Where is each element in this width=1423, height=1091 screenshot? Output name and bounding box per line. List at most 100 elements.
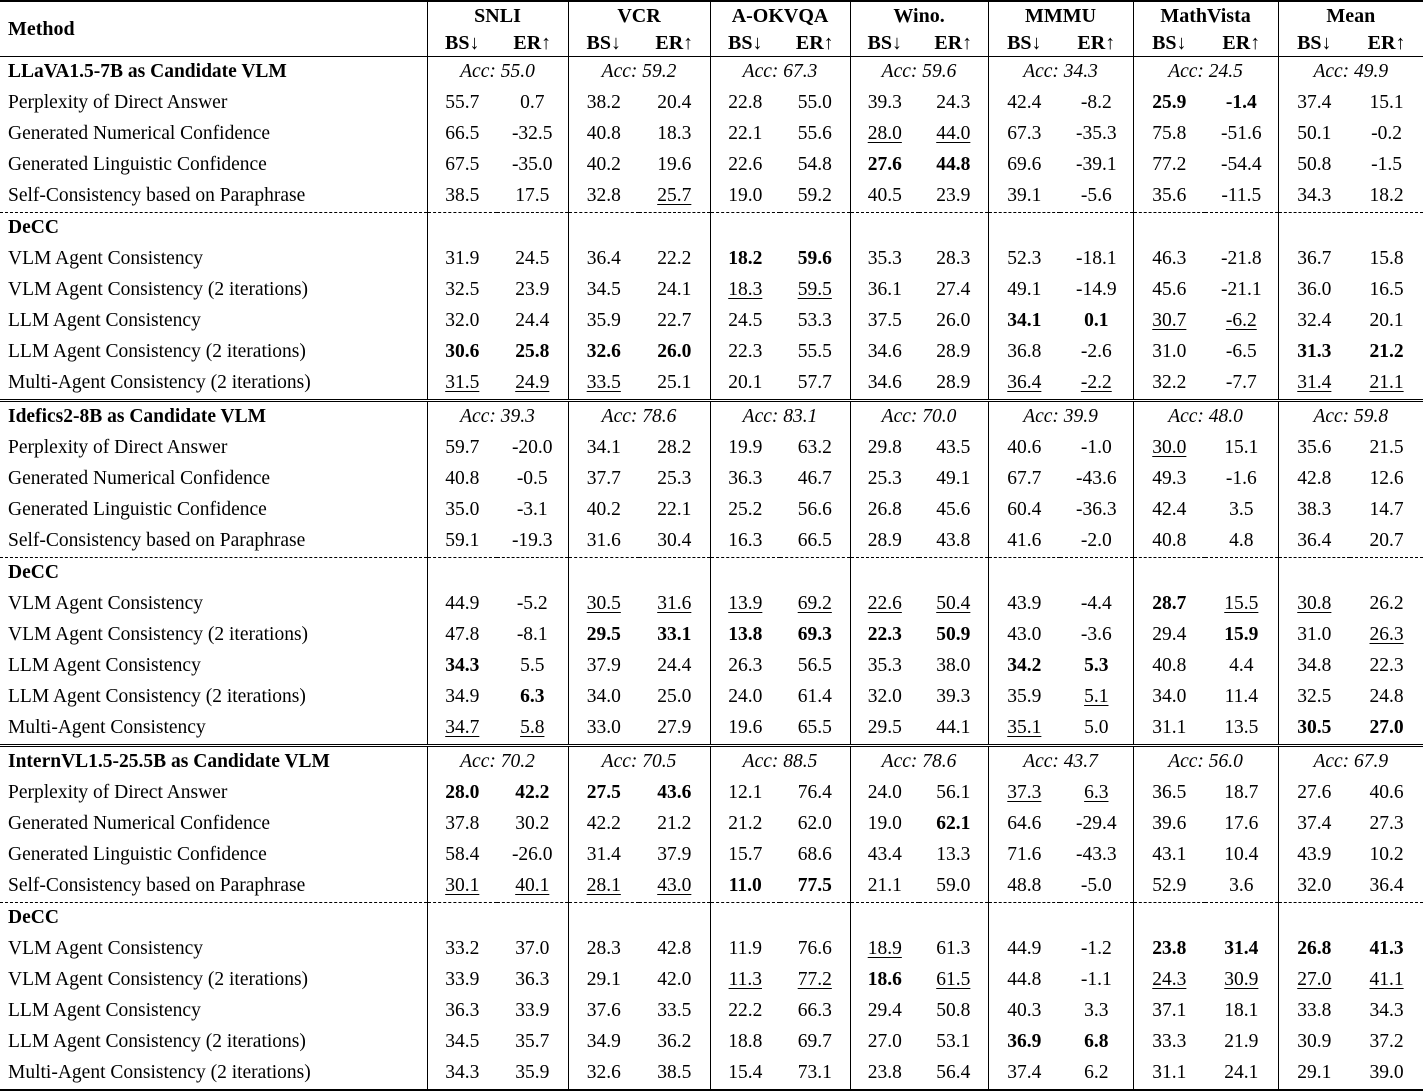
- value-cell: [987, 557, 1061, 589]
- value-cell: 28.0: [426, 778, 497, 809]
- value-cell: 24.5: [515, 248, 550, 270]
- er-header: ER↑: [1205, 30, 1279, 57]
- value-cell: 30.9: [1277, 1027, 1351, 1058]
- data-row: LLM Agent Consistency (2 iterations) 34.5…: [0, 1027, 1423, 1058]
- value-cell: 30.5: [1277, 713, 1351, 746]
- value-cell: -43.6: [1075, 468, 1117, 490]
- value-cell: 37.9: [567, 651, 640, 682]
- value-cell: -1.1: [1080, 969, 1112, 991]
- value-cell: 26.0: [657, 341, 692, 363]
- value-cell: 20.4: [657, 92, 692, 114]
- value-cell: 11.0: [709, 871, 781, 903]
- data-row: VLM Agent Consistency 44.9 -5.2 30.5 31.6 13.…: [0, 589, 1423, 620]
- value-cell: 6.8: [1084, 1031, 1109, 1053]
- value-cell: 20.1: [709, 368, 781, 401]
- value-cell: 28.3: [936, 248, 971, 270]
- value-cell: 35.1: [987, 713, 1061, 746]
- value-cell: [709, 902, 781, 934]
- value-cell: 29.5: [849, 713, 920, 746]
- value-cell: 29.1: [1277, 1058, 1351, 1090]
- value-cell: 59.0: [936, 875, 971, 897]
- data-row: Self-Consistency based on Paraphrase 30.1…: [0, 871, 1423, 903]
- value-cell: 24.4: [515, 310, 550, 332]
- value-cell: [780, 557, 851, 589]
- value-cell: -2.2: [1080, 372, 1112, 394]
- value-cell: 15.9: [1224, 624, 1259, 646]
- value-cell: 66.5: [797, 530, 832, 552]
- value-cell: 49.1: [987, 275, 1061, 306]
- value-cell: 36.8: [987, 337, 1061, 368]
- value-cell: 43.5: [936, 437, 971, 459]
- value-cell: 5.1: [1084, 686, 1109, 708]
- value-cell: 32.0: [1277, 871, 1351, 903]
- value-cell: 36.9: [987, 1027, 1061, 1058]
- data-row: VLM Agent Consistency (2 iterations) 32.5…: [0, 275, 1423, 306]
- value-cell: 18.7: [1224, 782, 1259, 804]
- value-cell: [567, 557, 640, 589]
- value-cell: 24.3: [936, 92, 971, 114]
- row-label: Multi-Agent Consistency (2 iterations): [8, 372, 311, 394]
- value-cell: [849, 902, 920, 934]
- value-cell: 69.7: [797, 1031, 832, 1053]
- value-cell: 35.6: [1132, 181, 1206, 213]
- value-cell: 43.9: [987, 589, 1061, 620]
- value-cell: 25.2: [709, 495, 781, 526]
- row-label: VLM Agent Consistency (2 iterations): [8, 624, 309, 646]
- value-cell: 32.5: [426, 275, 497, 306]
- row-label: Perplexity of Direct Answer: [8, 782, 228, 804]
- value-cell: 59.5: [797, 279, 832, 301]
- value-cell: 71.6: [987, 840, 1061, 871]
- value-cell: 26.0: [936, 310, 971, 332]
- value-cell: 33.5: [567, 368, 640, 401]
- value-cell: 33.1: [657, 624, 692, 646]
- value-cell: 18.3: [709, 275, 781, 306]
- value-cell: 38.5: [426, 181, 497, 213]
- value-cell: 27.4: [936, 279, 971, 301]
- value-cell: [1277, 902, 1351, 934]
- value-cell: 15.4: [709, 1058, 781, 1090]
- value-cell: 18.9: [849, 934, 920, 965]
- value-cell: -11.5: [1221, 185, 1262, 207]
- row-label: Multi-Agent Consistency (2 iterations): [8, 1062, 311, 1084]
- value-cell: 34.9: [567, 1027, 640, 1058]
- value-cell: [639, 557, 711, 589]
- value-cell: 28.0: [849, 119, 920, 150]
- value-cell: [567, 902, 640, 934]
- row-label: LLM Agent Consistency: [8, 310, 201, 332]
- value-cell: 43.1: [1132, 840, 1206, 871]
- value-cell: 37.2: [1369, 1031, 1404, 1053]
- acc-value: Acc: 70.0: [849, 399, 989, 433]
- data-row: VLM Agent Consistency 31.9 24.5 36.4 22.2 18.…: [0, 244, 1423, 275]
- subheader-row: DeCC: [0, 212, 1423, 244]
- value-cell: 65.5: [797, 717, 832, 739]
- value-cell: 27.0: [1369, 717, 1404, 739]
- value-cell: 42.2: [515, 782, 550, 804]
- value-cell: [1060, 902, 1134, 934]
- value-cell: 27.6: [1277, 778, 1351, 809]
- value-cell: -14.9: [1075, 279, 1117, 301]
- acc-value: Acc: 78.6: [567, 399, 711, 433]
- subheader-label: DeCC: [0, 212, 427, 244]
- value-cell: 57.7: [797, 372, 832, 394]
- value-cell: -29.4: [1075, 813, 1117, 835]
- value-cell: 22.1: [709, 119, 781, 150]
- value-cell: 6.3: [1084, 782, 1109, 804]
- acc-value: Acc: 59.8: [1277, 399, 1423, 433]
- value-cell: 40.8: [1132, 651, 1206, 682]
- acc-value: Acc: 39.9: [987, 399, 1134, 433]
- acc-value: Acc: 70.2: [426, 744, 569, 778]
- value-cell: 53.1: [936, 1031, 971, 1053]
- value-cell: 5.8: [520, 717, 545, 739]
- subheader-row: DeCC: [0, 902, 1423, 934]
- value-cell: 59.1: [426, 526, 497, 558]
- value-cell: 40.6: [987, 433, 1061, 464]
- value-cell: 42.8: [657, 938, 692, 960]
- data-row: Generated Numerical Confidence 40.8 -0.5 37…: [0, 464, 1423, 495]
- value-cell: 31.0: [1277, 620, 1351, 651]
- value-cell: 39.1: [987, 181, 1061, 213]
- value-cell: [1132, 212, 1206, 244]
- value-cell: 10.4: [1224, 844, 1259, 866]
- value-cell: 35.3: [849, 244, 920, 275]
- value-cell: 32.0: [426, 306, 497, 337]
